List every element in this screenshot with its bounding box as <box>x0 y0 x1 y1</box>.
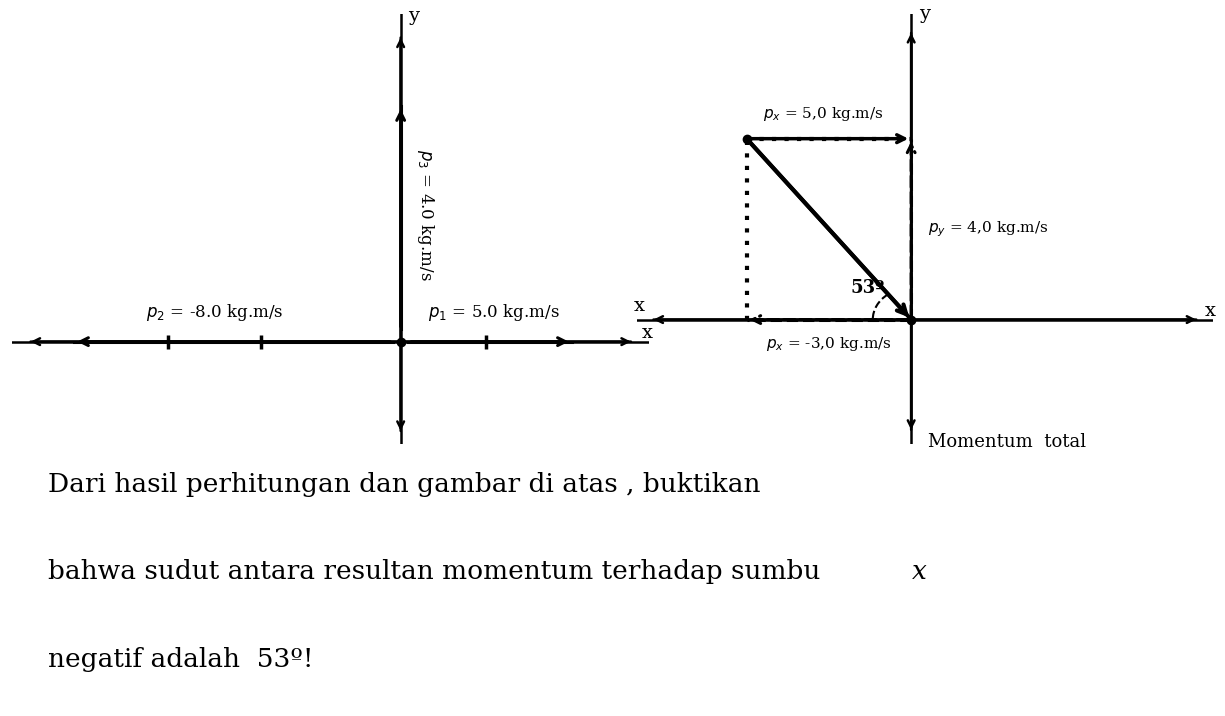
Text: $p_1$ = 5.0 kg.m/s: $p_1$ = 5.0 kg.m/s <box>428 302 560 323</box>
Text: bahwa sudut antara resultan momentum terhadap sumbu: bahwa sudut antara resultan momentum ter… <box>48 559 829 584</box>
Text: $p_2$ = -8.0 kg.m/s: $p_2$ = -8.0 kg.m/s <box>146 302 283 323</box>
Text: x: x <box>635 297 646 315</box>
Text: $p_3$ = 4.0 kg.m/s: $p_3$ = 4.0 kg.m/s <box>414 149 436 281</box>
Text: Momentum  total: Momentum total <box>929 432 1087 450</box>
Text: y: y <box>408 6 419 24</box>
Text: $p_x$ = -3,0 kg.m/s: $p_x$ = -3,0 kg.m/s <box>766 335 892 354</box>
Text: Dari hasil perhitungan dan gambar di atas , buktikan: Dari hasil perhitungan dan gambar di ata… <box>48 472 761 497</box>
Text: $p_y$ = 4,0 kg.m/s: $p_y$ = 4,0 kg.m/s <box>927 219 1049 239</box>
Text: x: x <box>1204 301 1215 319</box>
Text: negatif adalah  53º!: negatif adalah 53º! <box>48 647 314 672</box>
Text: x: x <box>642 324 653 342</box>
Text: $p_x$ = 5,0 kg.m/s: $p_x$ = 5,0 kg.m/s <box>763 105 883 123</box>
Text: 53º: 53º <box>851 279 884 297</box>
Text: y: y <box>920 5 931 24</box>
Text: x: x <box>913 559 927 584</box>
